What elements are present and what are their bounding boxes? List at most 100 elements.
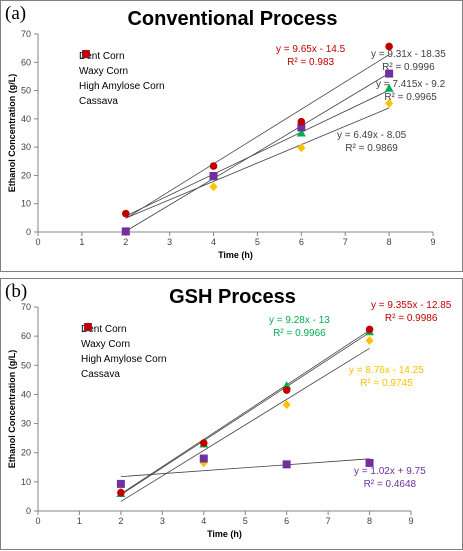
circle-marker-icon: [84, 323, 92, 331]
y-tick-label: 30: [21, 419, 31, 429]
trendline-equation-dent-corn: y = 9.28x - 13 R² = 0.9966: [269, 315, 330, 339]
legend-item-waxy-corn: Waxy Corn: [79, 49, 165, 79]
data-point-circle: [121, 209, 130, 218]
legend-item-waxy-corn: Waxy Corn: [81, 322, 167, 352]
legend-item-high-amylose-corn: High Amylose Corn: [81, 323, 167, 367]
y-tick-label: 60: [21, 57, 31, 67]
y-tick-label: 50: [21, 360, 31, 370]
legend-item-high-amylose-corn: High Amylose Corn: [79, 50, 165, 94]
data-point-square: [297, 123, 306, 132]
data-point-diamond: [297, 143, 306, 153]
data-point-square: [121, 227, 130, 236]
data-point-square: [116, 479, 125, 488]
x-tick-label: 2: [123, 237, 128, 247]
x-tick-label: 2: [118, 516, 123, 526]
x-tick-label: 7: [326, 516, 331, 526]
chart-plot-conventional: 0 1 2 3 4 5 6 7 8 9 0 10 20 30 40 50 60 70 Time (h) Ethanol…: [7, 29, 436, 260]
legend-item-cassava: Cassava: [81, 323, 167, 382]
data-point-circle: [282, 386, 291, 394]
data-point-triangle: [384, 83, 394, 92]
y-tick-label: 20: [21, 170, 31, 180]
legend-label: Cassava: [81, 369, 120, 380]
y-axis-title: Ethanol Concentration (g/L): [7, 350, 17, 469]
chart-panel-gsh: 0 1 2 3 4 5 6 7 8 9 0 10 20 30 40 50 60 70 Time (h) Ethanol…: [0, 278, 463, 550]
y-tick-label: 50: [21, 86, 31, 96]
data-point-circle: [365, 325, 374, 334]
x-tick-label: 4: [201, 516, 206, 526]
legend-label: Dent Corn: [79, 51, 125, 62]
legend-label: Waxy Corn: [81, 339, 131, 350]
y-tick-label: 10: [21, 199, 31, 209]
trendline: [125, 89, 390, 217]
data-point-diamond: [209, 182, 218, 192]
x-tick-label: 3: [160, 516, 165, 526]
x-tick-label: 9: [408, 516, 413, 526]
data-point-diamond: [282, 400, 291, 410]
chart-plot-gsh: 0 1 2 3 4 5 6 7 8 9 0 10 20 30 40 50 60 70 Time (h) Ethanol…: [7, 302, 414, 539]
trendline: [120, 347, 370, 502]
data-point-circle: [297, 117, 306, 126]
trendline-equation-cassava: y = 9.355x - 12.85 R² = 0.9986: [371, 300, 452, 324]
trendline-equation-cassava: y = 9.65x - 14.5 R² = 0.983: [276, 44, 346, 68]
trendline-equation-waxy-corn: y = 6.49x - 8.05 R² = 0.9869: [337, 130, 407, 154]
legend-label: High Amylose Corn: [79, 81, 165, 92]
trendline-equation-high-amylose: y = 9.31x - 18.35 R² = 0.9996: [371, 49, 446, 73]
data-point-circle: [199, 439, 208, 447]
y-tick-label: 0: [26, 227, 31, 237]
trendline: [125, 54, 390, 219]
x-tick-label: 8: [367, 516, 372, 526]
data-point-square: [282, 460, 291, 469]
x-tick-label: 4: [211, 237, 216, 247]
legend-item-cassava: Cassava: [79, 50, 165, 109]
x-axis-title: Time (h): [218, 250, 253, 260]
circle-marker-icon: [82, 50, 90, 58]
legend-label: High Amylose Corn: [81, 354, 167, 365]
x-tick-label: 9: [430, 237, 435, 247]
y-tick-label: 70: [21, 29, 31, 39]
panel-label: (b): [5, 281, 28, 302]
x-tick-label: 6: [284, 516, 289, 526]
x-tick-label: 6: [299, 237, 304, 247]
data-point-square: [199, 454, 208, 463]
y-tick-label: 0: [26, 506, 31, 516]
chart-legend: Dent Corn Waxy Corn High Amylose Corn Ca…: [79, 49, 165, 109]
y-tick-label: 60: [21, 331, 31, 341]
chart-legend: Dent Corn Waxy Corn High Amylose Corn Ca…: [81, 322, 167, 382]
trendline-equation-waxy-corn: y = 8.76x - 14.25 R² = 0.9745: [349, 365, 424, 389]
y-axis-title: Ethanol Concentration (g/L): [7, 74, 17, 193]
x-tick-label: 5: [255, 237, 260, 247]
data-point-triangle: [296, 128, 306, 137]
y-tick-label: 40: [21, 389, 31, 399]
panel-label: (a): [5, 3, 27, 24]
data-point-diamond: [385, 98, 394, 108]
data-point-diamond: [365, 336, 374, 346]
x-tick-label: 3: [167, 237, 172, 247]
x-tick-label: 0: [35, 237, 40, 247]
data-point-circle: [209, 162, 218, 170]
y-tick-label: 10: [21, 477, 31, 487]
data-point-square: [365, 458, 374, 467]
trendline-equation-dent-corn: y = 7.415x - 9.2 R² = 0.9965: [376, 79, 446, 103]
trendline: [120, 458, 370, 478]
y-tick-label: 70: [21, 302, 31, 312]
trendline: [120, 332, 370, 496]
y-tick-label: 30: [21, 142, 31, 152]
legend-label: Dent Corn: [81, 324, 127, 335]
y-tick-label: 40: [21, 114, 31, 124]
data-point-circle: [117, 488, 125, 497]
trendline-equation-high-amylose: y = 1.02x + 9.75 R² = 0.4648: [354, 466, 426, 490]
legend-label: Cassava: [79, 96, 118, 107]
x-tick-label: 5: [243, 516, 248, 526]
legend-label: Waxy Corn: [79, 66, 129, 77]
data-point-circle: [385, 42, 393, 51]
trendline: [125, 72, 390, 232]
trendline: [125, 107, 390, 219]
x-tick-label: 7: [343, 237, 348, 247]
x-tick-label: 0: [35, 516, 40, 526]
x-tick-label: 1: [79, 237, 84, 247]
chart-panel-conventional: 0 1 2 3 4 5 6 7 8 9 0 10 20 30 40 50 60 70 Time (h) Ethanol…: [0, 0, 463, 272]
x-tick-label: 1: [77, 516, 82, 526]
x-tick-label: 8: [387, 237, 392, 247]
data-point-square: [385, 69, 394, 78]
x-axis-title: Time (h): [207, 529, 242, 539]
